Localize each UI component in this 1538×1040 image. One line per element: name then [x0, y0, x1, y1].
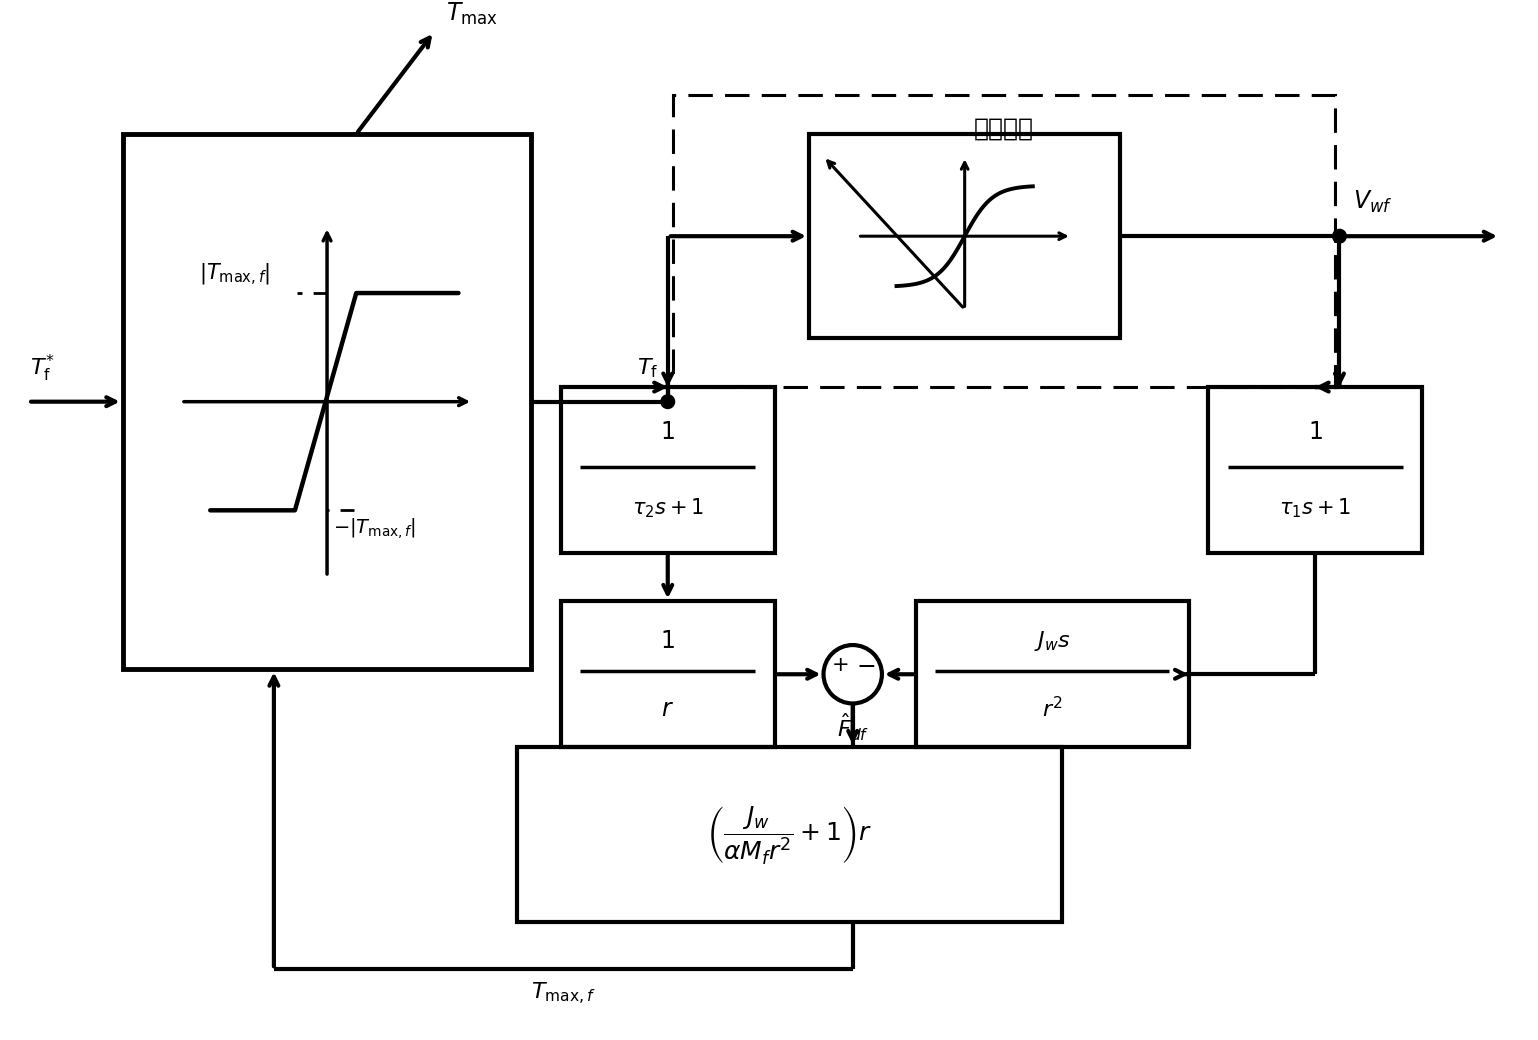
Text: $-|T_{\mathrm{max},f}|$: $-|T_{\mathrm{max},f}|$	[332, 516, 415, 541]
Text: $\tau_2 s+1$: $\tau_2 s+1$	[632, 496, 704, 520]
Text: $+$: $+$	[832, 654, 849, 675]
Bar	[561, 601, 775, 748]
Text: $|T_{\mathrm{max},f}|$: $|T_{\mathrm{max},f}|$	[198, 262, 269, 287]
Bar	[123, 134, 532, 670]
Text: $r^2$: $r^2$	[1043, 697, 1063, 722]
Text: $1$: $1$	[1307, 420, 1323, 444]
Text: $V_{wf}$: $V_{wf}$	[1353, 188, 1393, 215]
Bar	[561, 387, 775, 552]
Text: $T_{\mathrm{max},f}$: $T_{\mathrm{max},f}$	[531, 981, 595, 1007]
Bar	[672, 95, 1335, 387]
Text: $1$: $1$	[660, 420, 675, 444]
Text: $\left(\dfrac{J_w}{\alpha M_f r^2}+1\right)r$: $\left(\dfrac{J_w}{\alpha M_f r^2}+1\rig…	[706, 804, 872, 866]
Bar	[517, 748, 1063, 922]
Text: 单轮模型: 单轮模型	[974, 116, 1034, 140]
Text: $T_{\mathrm{f}}$: $T_{\mathrm{f}}$	[637, 357, 658, 381]
Bar	[917, 601, 1189, 748]
Text: $-$: $-$	[855, 652, 875, 676]
Text: $J_w s$: $J_w s$	[1034, 628, 1070, 653]
Text: $T_{\mathrm{max}}$: $T_{\mathrm{max}}$	[446, 1, 498, 27]
Bar	[1207, 387, 1423, 552]
Text: $1$: $1$	[660, 628, 675, 653]
Bar	[809, 134, 1120, 338]
Circle shape	[661, 395, 675, 409]
Text: $\tau_1 s+1$: $\tau_1 s+1$	[1280, 496, 1352, 520]
Text: $r$: $r$	[661, 697, 674, 722]
Text: $\hat{F}_{df}$: $\hat{F}_{df}$	[837, 711, 869, 743]
Text: $T_{\mathrm{f}}^{*}$: $T_{\mathrm{f}}^{*}$	[31, 353, 55, 384]
Circle shape	[1332, 230, 1346, 243]
